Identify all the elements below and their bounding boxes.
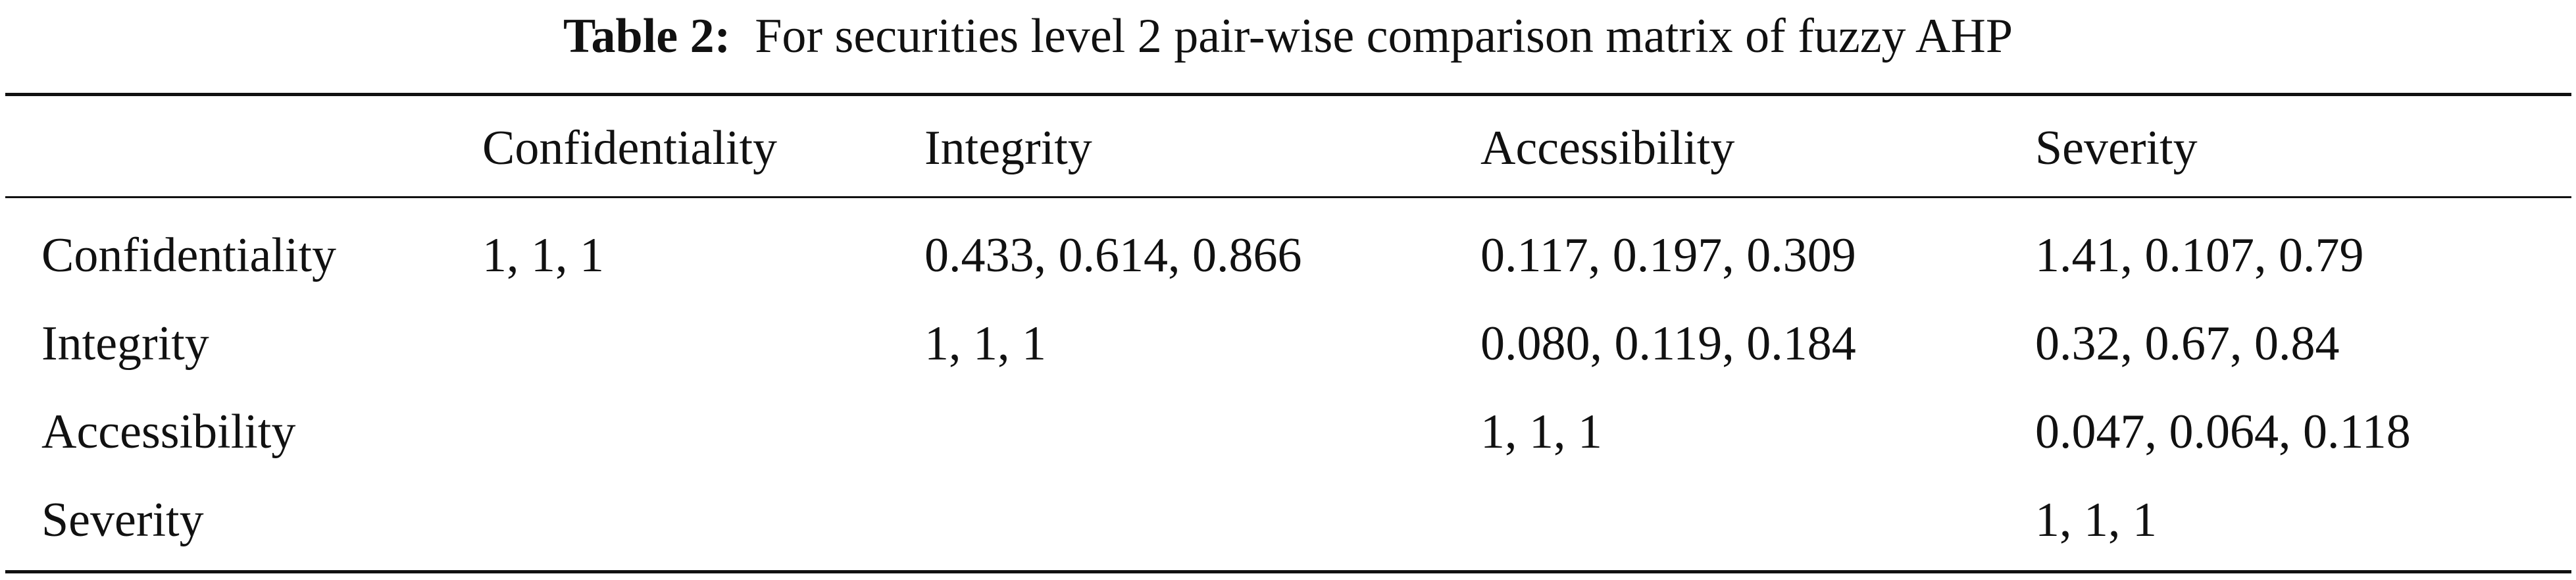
title-text: For securities level 2 pair-wise compari… — [755, 9, 2013, 63]
column-header: Severity — [2035, 121, 2198, 175]
table-cell: 1, 1, 1 — [1480, 405, 1602, 459]
table-cell: 0.047, 0.064, 0.118 — [2035, 405, 2411, 459]
row-header: Accessibility — [41, 405, 296, 459]
table-cell: 1, 1, 1 — [482, 228, 604, 282]
table-cell: 0.433, 0.614, 0.866 — [924, 228, 1302, 282]
top-rule — [5, 93, 2571, 96]
row-header: Confidentiality — [41, 228, 337, 282]
mid-rule — [5, 196, 2571, 198]
bottom-rule — [5, 570, 2571, 573]
table-cell: 0.080, 0.119, 0.184 — [1480, 317, 1856, 371]
table-title: Table 2: For securities level 2 pair-wis… — [0, 12, 2576, 61]
column-header: Confidentiality — [482, 121, 778, 175]
table-cell: 0.32, 0.67, 0.84 — [2035, 317, 2340, 371]
title-label: Table 2: — [563, 9, 731, 63]
column-header: Integrity — [924, 121, 1092, 175]
table-cell: 1.41, 0.107, 0.79 — [2035, 228, 2364, 282]
table-cell: 1, 1, 1 — [924, 317, 1046, 371]
row-header: Severity — [41, 493, 204, 547]
table-cell: 1, 1, 1 — [2035, 493, 2157, 547]
table-cell: 0.117, 0.197, 0.309 — [1480, 228, 1856, 282]
column-header: Accessibility — [1480, 121, 1735, 175]
row-header: Integrity — [41, 317, 209, 371]
